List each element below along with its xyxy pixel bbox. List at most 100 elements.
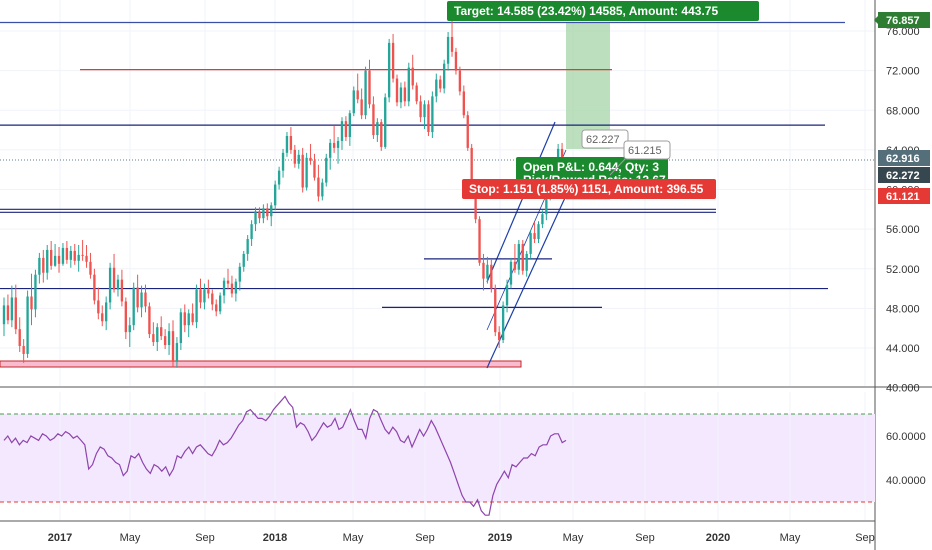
candle — [541, 210, 544, 229]
candle — [281, 148, 285, 178]
candle — [490, 259, 493, 293]
candle — [218, 292, 222, 315]
candle — [395, 74, 399, 107]
price-tick-label: 56.000 — [886, 224, 920, 236]
time-tick-label: Sep — [195, 532, 215, 544]
time-tick-label: May — [563, 532, 584, 544]
candle — [49, 241, 53, 270]
candle — [387, 38, 391, 103]
candle — [195, 284, 198, 329]
candle — [501, 301, 505, 344]
candle — [77, 244, 80, 272]
candle — [124, 297, 128, 340]
candle — [336, 136, 340, 164]
candle — [537, 221, 540, 243]
candle — [65, 241, 69, 264]
target-label[interactable]: Target: 14.585 (23.42%) 14585, Amount: 4… — [447, 1, 759, 21]
rsi-tick-label: 40.0000 — [886, 475, 926, 487]
candle — [53, 243, 57, 267]
candle — [368, 59, 371, 109]
candle — [340, 117, 344, 150]
candle — [372, 96, 375, 139]
callout-62-227[interactable]: 62.227 — [581, 129, 629, 149]
candle — [498, 326, 501, 348]
stop-label-text: Stop: 1.151 (1.85%) 1151, Amount: 396.55 — [469, 182, 704, 196]
candle — [293, 144, 297, 168]
candle — [384, 93, 387, 149]
candle — [301, 147, 304, 193]
candle — [246, 235, 249, 261]
candle — [132, 282, 135, 331]
candle — [2, 297, 6, 337]
candle — [250, 220, 253, 246]
candle — [108, 262, 112, 310]
candle — [513, 243, 517, 273]
time-tick-label: 2017 — [48, 532, 72, 544]
price-tick-label: 52.000 — [886, 264, 920, 276]
candle — [152, 322, 155, 347]
candle — [148, 302, 151, 339]
candle — [26, 290, 29, 358]
candle — [226, 268, 230, 290]
callout-61-215-text: 61.215 — [628, 145, 662, 157]
price-badge-label: 61.121 — [886, 191, 920, 203]
time-tick-label: 2018 — [263, 532, 287, 544]
rsi-tick-label: 60.0000 — [886, 431, 926, 443]
time-axis[interactable]: 2017 May Sep 2018 May Sep 2019 May Sep 2020 May Sep — [0, 520, 875, 544]
candles — [2, 19, 568, 368]
time-tick-label: May — [343, 532, 364, 544]
candle — [254, 207, 257, 232]
candle — [360, 88, 363, 120]
candle — [407, 62, 410, 107]
candle — [163, 329, 167, 349]
channel-upper-line — [486, 121, 556, 283]
candle — [101, 305, 104, 327]
stop-label[interactable]: Stop: 1.151 (1.85%) 1151, Amount: 396.55 — [462, 179, 716, 199]
price-badge: 61.121 — [878, 188, 930, 204]
candle — [273, 180, 277, 211]
candle — [38, 252, 41, 284]
candle — [85, 244, 88, 268]
candle — [18, 317, 21, 352]
candle — [344, 116, 348, 141]
candle — [30, 273, 33, 326]
candle — [207, 279, 210, 299]
candle — [136, 274, 139, 313]
candle — [42, 249, 45, 283]
price-axis[interactable]: 44.00048.00052.00056.00060.00064.00068.0… — [886, 26, 920, 395]
candle — [442, 59, 446, 94]
candle — [191, 303, 194, 326]
candle — [364, 66, 367, 120]
candle — [321, 178, 324, 201]
candle — [403, 81, 407, 107]
time-tick-label: May — [780, 532, 801, 544]
candle — [356, 73, 359, 104]
time-tick-label: 2020 — [706, 532, 730, 544]
candle — [462, 85, 465, 119]
candle — [423, 100, 426, 130]
candle — [46, 244, 49, 280]
support-rect — [0, 360, 522, 368]
candle — [61, 242, 65, 266]
callout-62-227-text: 62.227 — [586, 134, 620, 146]
callout-61-215[interactable]: 61.215 — [609, 140, 671, 176]
price-badges: 76.857 62.916 62.272 61.121 — [874, 12, 930, 204]
candle — [305, 152, 308, 191]
target-label-text: Target: 14.585 (23.42%) 14585, Amount: 4… — [454, 4, 718, 18]
candle — [332, 126, 336, 153]
time-tick-label: Sep — [635, 532, 655, 544]
candle — [238, 262, 241, 291]
candle — [466, 111, 469, 151]
candle — [439, 75, 442, 93]
price-badge-label: 62.916 — [886, 153, 920, 165]
candle — [352, 86, 355, 117]
time-tick-label: May — [120, 532, 141, 544]
candle — [415, 82, 418, 105]
candle — [266, 203, 269, 221]
candle — [230, 275, 234, 298]
candle — [431, 91, 434, 138]
candle — [525, 250, 528, 277]
candle — [187, 309, 190, 338]
candle — [234, 278, 238, 302]
